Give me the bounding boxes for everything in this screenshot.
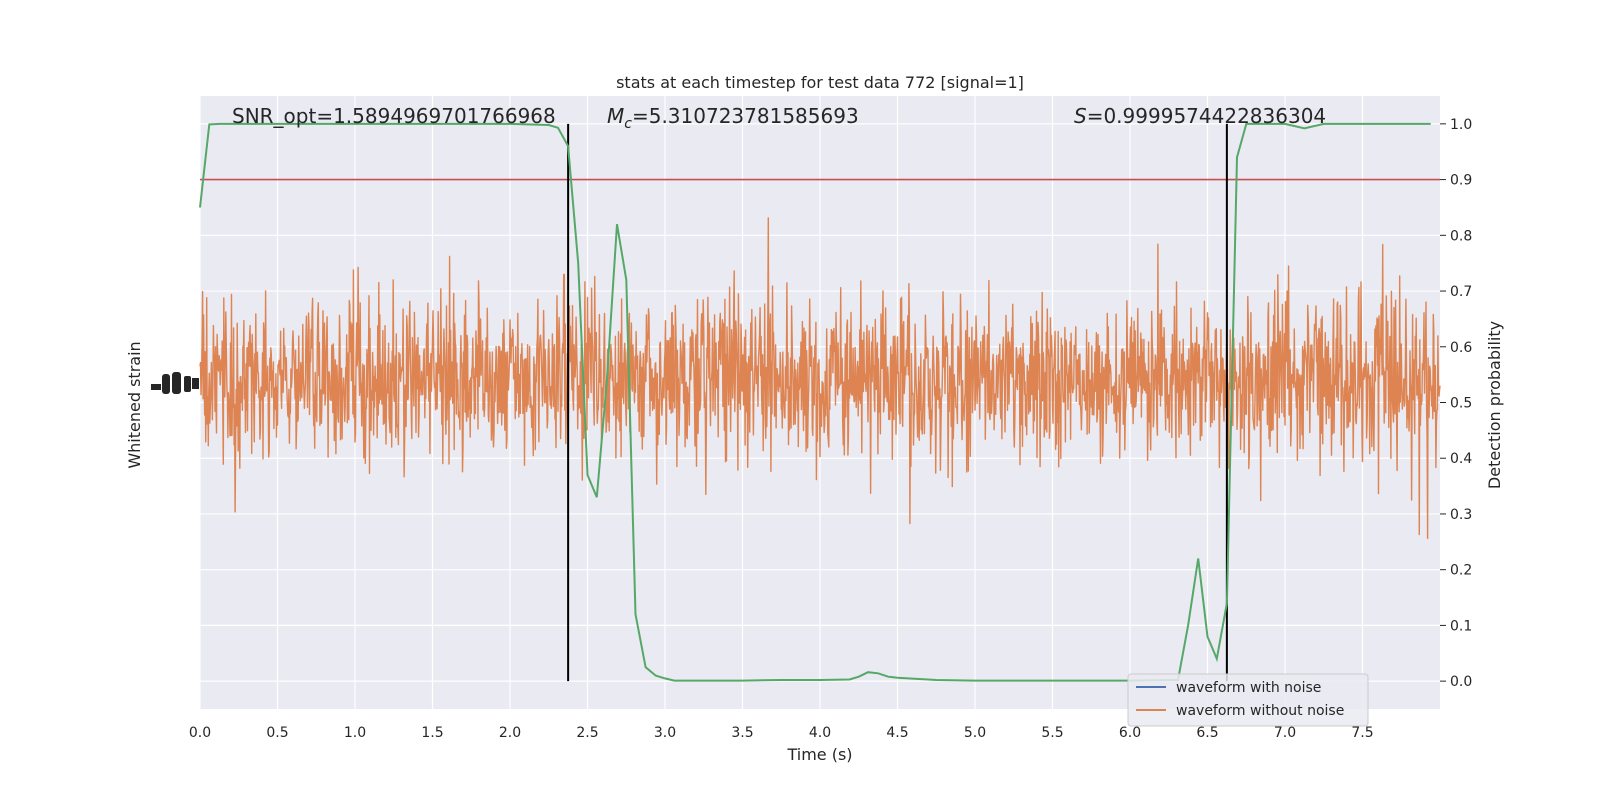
x-tick-label: 1.0 bbox=[344, 725, 366, 741]
y-right-tick-label: 0.9 bbox=[1450, 173, 1472, 189]
legend-label-without-noise: waveform without noise bbox=[1176, 703, 1344, 719]
snr-annotation: SNR_opt=1.5894969701766968 bbox=[232, 104, 556, 128]
x-tick-label: 5.5 bbox=[1041, 725, 1063, 741]
chart-title: stats at each timestep for test data 772… bbox=[616, 73, 1024, 92]
y-right-tick-label: 0.2 bbox=[1450, 563, 1472, 579]
x-tick-label: 0.0 bbox=[189, 725, 211, 741]
x-tick-label: 6.0 bbox=[1119, 725, 1141, 741]
chirp-mass-annotation: Mc=5.310723781585693 bbox=[607, 104, 859, 132]
legend-box bbox=[1127, 673, 1369, 727]
x-tick-labels: 0.0 0.5 1.0 1.5 2.0 2.5 3.0 3.5 4.0 4.5 5.0 5.5 6.0 6… bbox=[189, 725, 1374, 741]
x-tick-label: 4.0 bbox=[809, 725, 831, 741]
y-right-tick-label: 0.1 bbox=[1450, 618, 1472, 634]
y-right-tick-label: 0.4 bbox=[1450, 451, 1472, 467]
x-tick-label: 3.0 bbox=[654, 725, 676, 741]
waveform-without-noise-series bbox=[199, 217, 1441, 540]
y-right-axis-label: Detection probability bbox=[1485, 321, 1504, 489]
legend: waveform with noise waveform without noi… bbox=[1127, 673, 1369, 727]
y-right-tick-label: 0.8 bbox=[1450, 228, 1472, 244]
score-annotation: S=0.9999574422836304 bbox=[1074, 104, 1326, 128]
y-right-tick-label: 0.6 bbox=[1450, 340, 1472, 356]
x-tick-label: 7.5 bbox=[1351, 725, 1373, 741]
x-tick-label: 0.5 bbox=[266, 725, 288, 741]
y-right-tick-label: 0.7 bbox=[1450, 284, 1472, 300]
y-left-axis-label: Whitened strain bbox=[125, 341, 144, 468]
left-axis-tick-clutter bbox=[151, 372, 199, 394]
y-right-tick-label: 0.5 bbox=[1450, 396, 1472, 412]
x-tick-label: 5.0 bbox=[964, 725, 986, 741]
y-right-tick-label: 0.3 bbox=[1450, 507, 1472, 523]
y-right-tick-label: 1.0 bbox=[1450, 117, 1472, 133]
x-axis-label: Time (s) bbox=[786, 745, 852, 764]
x-tick-label: 2.5 bbox=[576, 725, 598, 741]
x-tick-label: 3.5 bbox=[731, 725, 753, 741]
detection-probability-line bbox=[199, 122, 1431, 682]
x-tick-label: 7.0 bbox=[1274, 725, 1296, 741]
waveform-without-noise-line bbox=[199, 217, 1441, 540]
x-tick-label: 6.5 bbox=[1196, 725, 1218, 741]
y-right-tick-label: 0.0 bbox=[1450, 674, 1472, 690]
y-right-tick-labels: 0.0 0.1 0.2 0.3 0.4 0.5 0.6 0.7 0.8 0.9 1.0 bbox=[1440, 117, 1472, 690]
legend-label-with-noise: waveform with noise bbox=[1176, 680, 1321, 696]
x-tick-label: 1.5 bbox=[421, 725, 443, 741]
x-tick-label: 2.0 bbox=[499, 725, 521, 741]
x-tick-label: 4.5 bbox=[886, 725, 908, 741]
